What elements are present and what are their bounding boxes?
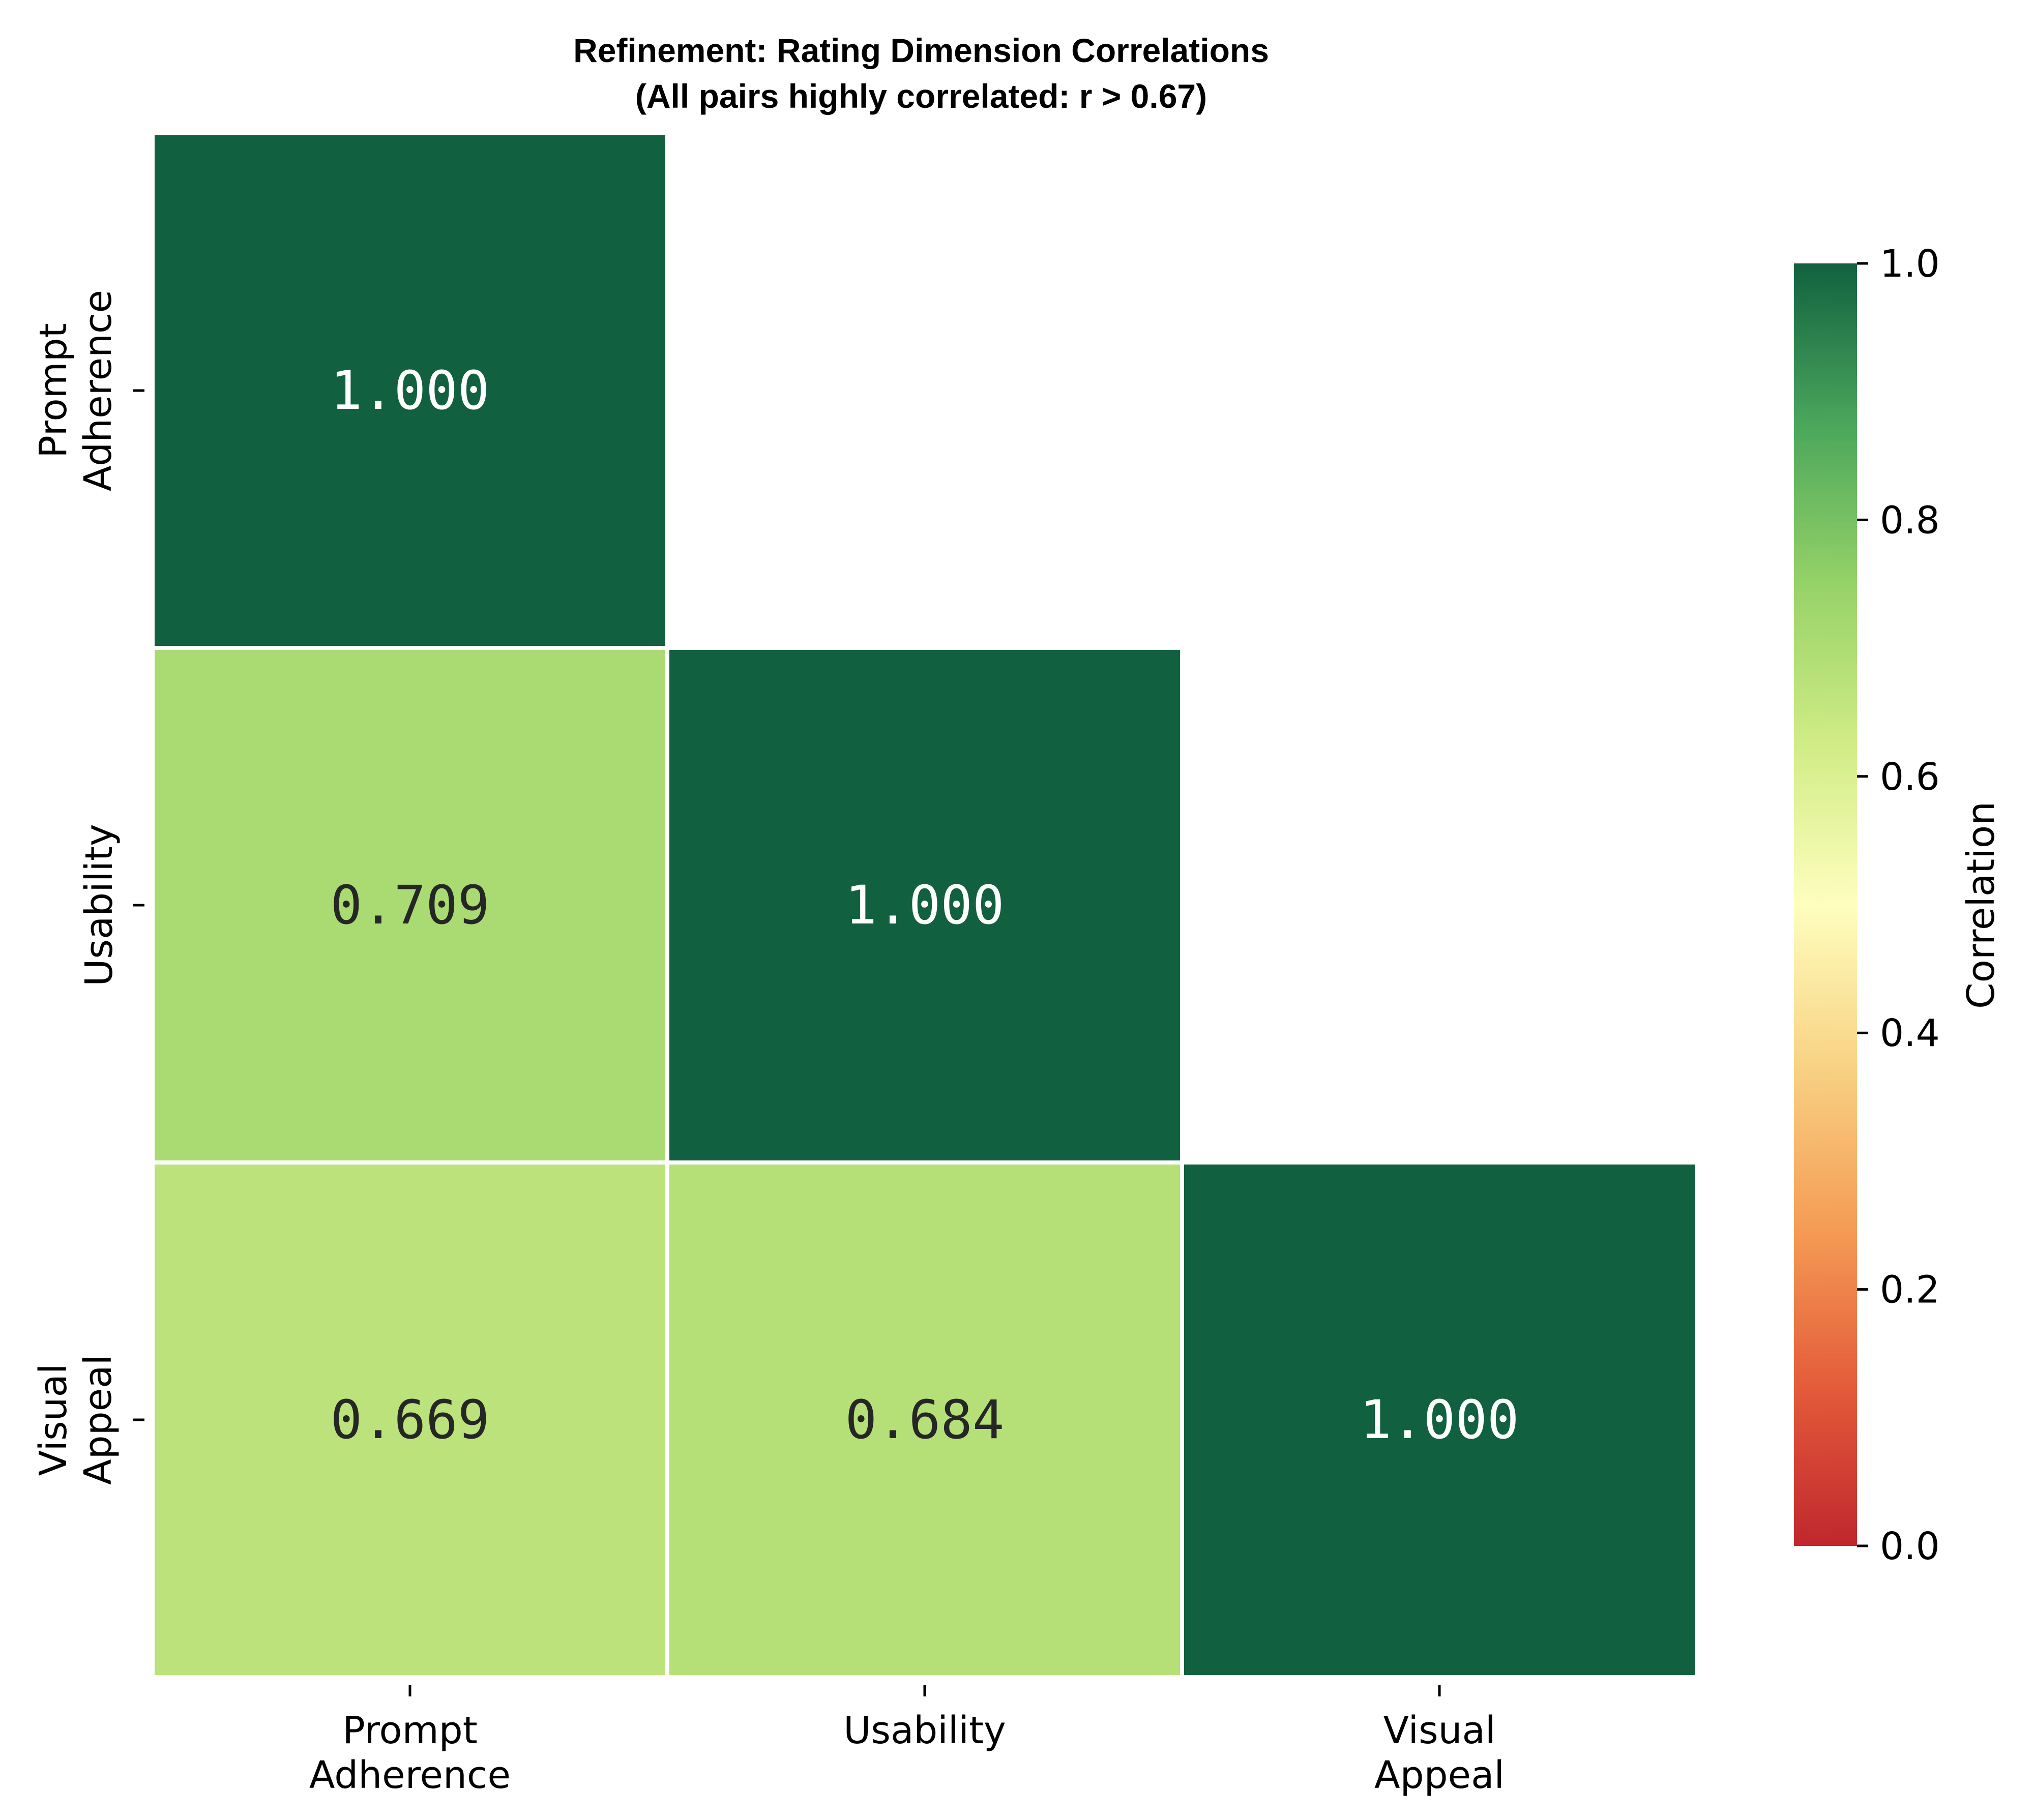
heatmap-cell-r2-c0 bbox=[151, 1160, 669, 1679]
colorbar-tick-label: 0.2 bbox=[1880, 1268, 1940, 1312]
colorbar-gradient bbox=[1794, 263, 1857, 1546]
cell-value-label: 0.669 bbox=[330, 1389, 489, 1451]
heatmap-cell-r2-c1 bbox=[665, 1160, 1184, 1679]
y-axis: PromptAdherence Usability VisualAppeal bbox=[32, 290, 144, 1485]
colorbar-tick-label: 0.4 bbox=[1880, 1011, 1940, 1055]
colorbar: 0.0 0.2 0.4 0.6 0.8 1.0 bbox=[1794, 242, 1940, 1568]
heatmap-cell-r2-c2 bbox=[1180, 1160, 1699, 1679]
cell-value-label: 1.000 bbox=[1360, 1389, 1519, 1451]
heatmap-cells: 1.000 0.709 1.000 0.669 0.684 1.000 bbox=[151, 131, 1699, 1679]
x-axis: Prompt Adherence Usability Visual Appeal bbox=[309, 1685, 1505, 1797]
cell-value-label: 0.709 bbox=[330, 874, 489, 936]
y-tick-label-usability: Usability bbox=[77, 824, 121, 987]
cell-value-label: 1.000 bbox=[330, 360, 489, 422]
chart-subtitle: (All pairs highly correlated: r > 0.67) bbox=[635, 77, 1207, 115]
colorbar-tick-label: 0.0 bbox=[1880, 1525, 1940, 1568]
colorbar-tick-label: 0.6 bbox=[1880, 755, 1940, 799]
heatmap-cell-r1-c0 bbox=[151, 646, 669, 1165]
y-tick-label-visual-appeal: VisualAppeal bbox=[32, 1355, 120, 1485]
heatmap-cell-r1-c1 bbox=[665, 646, 1184, 1165]
x-tick-label-prompt-adherence: Prompt Adherence bbox=[309, 1709, 511, 1797]
heatmap-cell-r0-c0 bbox=[151, 131, 669, 650]
colorbar-label: Correlation bbox=[1959, 801, 2003, 1009]
cell-value-label: 0.684 bbox=[845, 1389, 1004, 1451]
colorbar-tick-label: 0.8 bbox=[1880, 498, 1940, 542]
x-tick-label-usability: Usability bbox=[843, 1709, 1006, 1752]
colorbar-tick-label: 1.0 bbox=[1880, 242, 1940, 286]
y-tick-label-prompt-adherence: PromptAdherence bbox=[32, 290, 120, 491]
cell-value-label: 1.000 bbox=[845, 874, 1004, 936]
chart-title: Refinement: Rating Dimension Correlation… bbox=[573, 32, 1269, 69]
x-tick-label-visual-appeal: Visual Appeal bbox=[1374, 1709, 1505, 1797]
